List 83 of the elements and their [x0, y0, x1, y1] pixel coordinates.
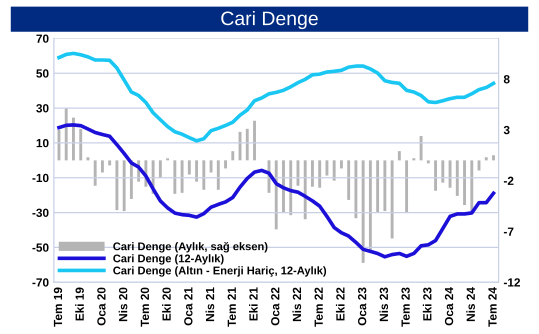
legend-label: Cari Denge (12-Aylık) — [113, 254, 224, 265]
bar — [231, 151, 234, 160]
line-series — [57, 52, 496, 143]
bar — [398, 151, 401, 160]
bar — [108, 160, 112, 166]
x-tick-label: Tem 21 — [228, 287, 236, 327]
bar — [340, 160, 343, 168]
y2-tick-label: -2 — [504, 176, 514, 185]
y-tick-label: 70 — [36, 34, 49, 43]
x-tick-label: Tem 22 — [314, 288, 323, 327]
y-tick-label: 30 — [36, 104, 49, 112]
bar — [390, 160, 394, 239]
bar — [158, 160, 162, 178]
bar — [58, 130, 60, 160]
bar — [448, 160, 452, 188]
bar — [441, 160, 444, 183]
y2-tick-label: -7 — [504, 228, 514, 236]
bar — [405, 160, 408, 214]
x-tick-label: Nis 21 — [206, 287, 214, 322]
bar — [173, 160, 176, 194]
x-tick-label: Nis 23 — [379, 288, 388, 322]
bar — [188, 160, 191, 175]
bar — [180, 160, 184, 193]
bar — [426, 160, 430, 164]
bar — [282, 160, 285, 214]
bar — [122, 160, 126, 212]
x-tick-label: Tem 24 — [488, 287, 497, 327]
x-tick-label: Oca 21 — [184, 287, 192, 326]
x-tick-label: Eki 22 — [336, 288, 344, 320]
bar — [463, 160, 466, 206]
bar — [115, 160, 118, 210]
bar — [478, 160, 480, 170]
bar — [325, 160, 328, 176]
bar — [94, 160, 97, 186]
bar — [195, 160, 198, 182]
y2-tick-label: -12 — [504, 278, 520, 287]
y2-tick-label: 3 — [504, 126, 510, 134]
x-tick-label: Tem 23 — [401, 288, 410, 327]
x-tick-label: Oca 23 — [358, 288, 366, 326]
bar — [79, 128, 82, 160]
bar — [296, 160, 300, 186]
bar — [354, 160, 358, 218]
bar — [202, 160, 206, 190]
x-tick-label: Tem 19 — [54, 288, 62, 327]
y-tick-label: 10 — [36, 138, 49, 148]
legend-label: Cari Denge (Aylık, sağ eksen) — [113, 242, 268, 253]
x-tick-label: Oca 24 — [444, 287, 454, 326]
bar — [210, 160, 213, 173]
chart-title: Cari Denge — [221, 10, 318, 30]
bar — [434, 160, 438, 191]
bar — [376, 160, 380, 212]
y-tick-label: -10 — [32, 174, 49, 182]
y-tick-label: -30 — [32, 208, 49, 217]
x-tick-label: Oca 20 — [97, 288, 106, 326]
x-tick-label: Nis 24 — [466, 287, 475, 322]
legend-label: Cari Denge (Altın - Enerji Hariç, 12-Aylık) — [113, 266, 326, 277]
y-tick-label: 50 — [36, 69, 49, 78]
bar — [253, 120, 256, 160]
bar — [72, 118, 75, 160]
bar — [224, 160, 227, 168]
y-tick-label: -50 — [32, 243, 49, 252]
bar — [420, 136, 423, 160]
y2-tick-label: 8 — [504, 75, 510, 84]
x-tick-label: Nis 22 — [292, 288, 302, 322]
bar — [383, 160, 386, 212]
x-tick-label: Nis 20 — [118, 288, 128, 322]
x-tick-label: Eki 21 — [249, 287, 258, 320]
bar — [238, 132, 242, 160]
x-tick-label: Eki 20 — [162, 288, 171, 320]
bar — [368, 160, 372, 250]
bar — [332, 160, 336, 181]
bar — [492, 155, 495, 160]
bar — [100, 160, 104, 173]
x-tick-label: Oca 22 — [271, 288, 280, 326]
x-tick-label: Eki 23 — [422, 288, 432, 320]
bar — [86, 157, 90, 160]
x-tick-label: Tem 20 — [140, 288, 150, 327]
bar — [318, 160, 322, 188]
bar — [311, 160, 314, 187]
bar — [362, 160, 365, 263]
bar — [347, 160, 350, 200]
y-tick-label: -70 — [32, 278, 49, 287]
x-tick-label: Eki 19 — [75, 288, 84, 320]
